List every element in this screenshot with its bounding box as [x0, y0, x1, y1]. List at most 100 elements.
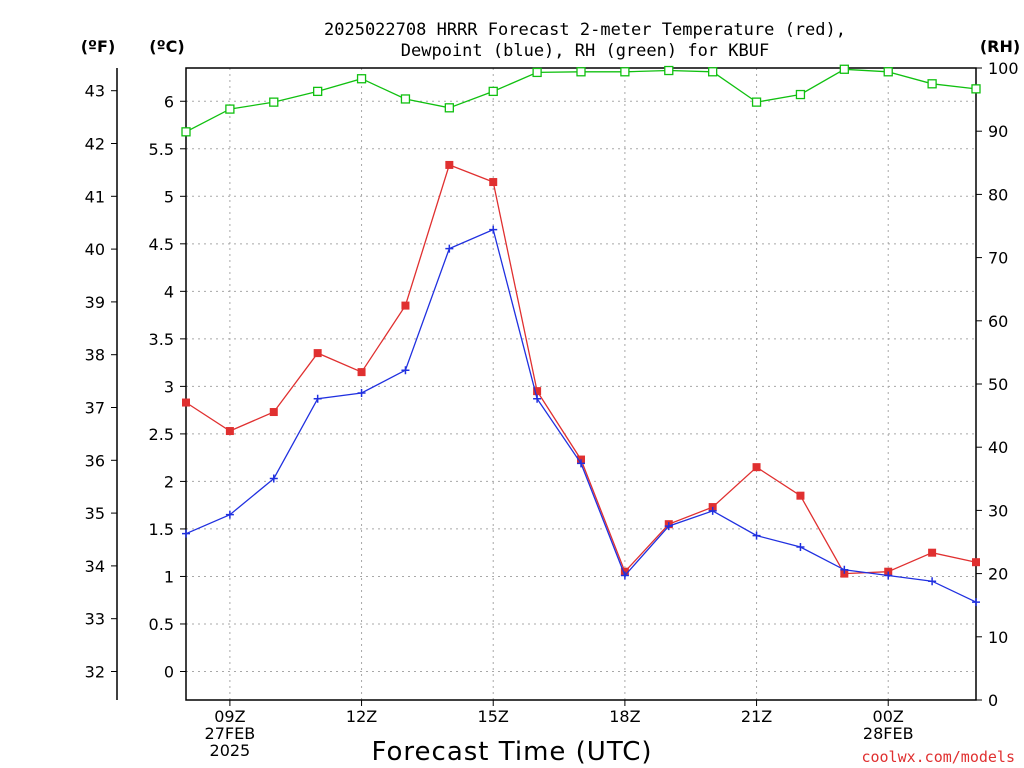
x-tick-label: 18Z: [609, 707, 640, 726]
temperature-point: [269, 408, 278, 417]
fahrenheit-tick-label: 37: [85, 398, 105, 417]
plot-frame: [185, 67, 977, 701]
relative-humidity-point: [444, 103, 454, 113]
temperature-point: [972, 558, 980, 567]
fahrenheit-tick-label: 35: [85, 504, 105, 523]
fahrenheit-tick-label: 41: [85, 187, 105, 206]
fahrenheit-tick-label: 34: [85, 557, 105, 576]
relative-humidity-point: [795, 89, 806, 100]
rh-tick-label: 30: [988, 501, 1008, 520]
celsius-tick-label: 2.5: [149, 425, 174, 444]
celsius-tick-label: 0.5: [149, 615, 174, 634]
relative-humidity-point: [269, 97, 279, 107]
dewpoint-point: [884, 571, 893, 580]
celsius-tick-label: 3.5: [149, 330, 174, 349]
rh-tick-label: 70: [988, 249, 1008, 268]
dewpoint-line: [185, 228, 977, 603]
temperature-point: [445, 160, 454, 169]
dewpoint-point: [664, 522, 673, 531]
dewpoint-point: [796, 542, 805, 551]
relative-humidity-point: [225, 104, 235, 114]
rh-tick-label: 80: [988, 185, 1008, 204]
dewpoint-point: [928, 577, 937, 586]
temperature-point: [225, 427, 234, 436]
relative-humidity-point: [751, 97, 762, 107]
fahrenheit-axis-unit: (ºF): [81, 37, 116, 56]
relative-humidity-point: [883, 67, 893, 77]
temperature-line: [185, 164, 977, 575]
fahrenheit-tick-label: 39: [85, 293, 105, 312]
temperature-point: [489, 178, 498, 187]
relative-humidity-point: [664, 65, 674, 76]
celsius-axis-unit: (ºC): [149, 37, 184, 56]
dewpoint-point: [752, 531, 761, 540]
temperature-point: [313, 349, 322, 358]
dewpoint-point: [972, 598, 980, 607]
temperature-point: [182, 398, 190, 407]
fahrenheit-tick-label: 43: [85, 82, 105, 101]
fahrenheit-tick-label: 40: [85, 240, 105, 259]
dewpoint-point: [313, 394, 322, 403]
temperature-point: [928, 548, 937, 557]
relative-humidity-point: [927, 79, 937, 89]
relative-humidity-point: [181, 127, 191, 137]
celsius-tick-label: 0: [164, 662, 174, 681]
dewpoint-point: [533, 394, 542, 403]
celsius-tick-label: 5.5: [149, 140, 174, 159]
x-tick-label: 2025: [210, 741, 251, 760]
rh-tick-label: 40: [988, 438, 1008, 457]
dewpoint-point: [182, 529, 190, 538]
fahrenheit-tick-label: 32: [85, 662, 105, 681]
rh-axis-unit: (RH): [980, 37, 1020, 56]
temperature-point: [796, 491, 805, 500]
x-tick-label: 00Z: [873, 707, 904, 726]
relative-humidity-point: [839, 64, 849, 74]
x-tick-label: 27FEB: [205, 724, 256, 743]
fahrenheit-tick-label: 36: [85, 451, 105, 470]
fahrenheit-tick-label: 33: [85, 610, 105, 629]
celsius-tick-label: 5: [164, 187, 174, 206]
celsius-tick-label: 3: [164, 377, 174, 396]
celsius-tick-label: 1: [164, 567, 174, 586]
rh-tick-label: 60: [988, 312, 1008, 331]
rh-tick-label: 10: [988, 628, 1008, 647]
x-tick-label: 28FEB: [863, 724, 914, 743]
temperature-point: [401, 301, 410, 310]
celsius-tick-label: 6: [164, 92, 174, 111]
dewpoint-point: [489, 225, 498, 234]
relative-humidity-point: [620, 67, 630, 77]
relative-humidity-point: [400, 94, 411, 104]
x-tick-label: 21Z: [741, 707, 772, 726]
credit-link[interactable]: coolwx.com/models: [861, 748, 1015, 766]
x-tick-label: 15Z: [478, 707, 509, 726]
dewpoint-point: [269, 474, 278, 483]
temperature-point: [357, 368, 366, 377]
grid: [186, 68, 976, 700]
dewpoint-point: [357, 389, 366, 398]
relative-humidity-point: [971, 84, 981, 94]
dewpoint-point: [708, 506, 717, 515]
rh-tick-label: 90: [988, 122, 1008, 141]
relative-humidity-point: [488, 86, 498, 97]
relative-humidity-point: [532, 67, 542, 78]
chart-title-line-2: Dewpoint (blue), RH (green) for KBUF: [401, 41, 769, 61]
relative-humidity-point: [708, 67, 718, 77]
dewpoint-point: [840, 565, 849, 574]
x-tick-label: 12Z: [346, 707, 377, 726]
axes: [111, 67, 982, 706]
dewpoint-point: [401, 366, 410, 375]
series: [181, 64, 981, 607]
fahrenheit-tick-label: 38: [85, 346, 105, 365]
rh-tick-label: 50: [988, 375, 1008, 394]
dewpoint-point: [445, 244, 454, 253]
celsius-tick-label: 1.5: [149, 520, 174, 539]
rh-tick-label: 0: [988, 691, 998, 710]
relative-humidity-point: [576, 67, 586, 77]
celsius-tick-label: 4.5: [149, 235, 174, 254]
x-axis-label: Forecast Time (UTC): [371, 737, 652, 767]
relative-humidity-point: [313, 86, 323, 97]
dewpoint-point: [620, 571, 629, 580]
dewpoint-point: [577, 459, 585, 468]
